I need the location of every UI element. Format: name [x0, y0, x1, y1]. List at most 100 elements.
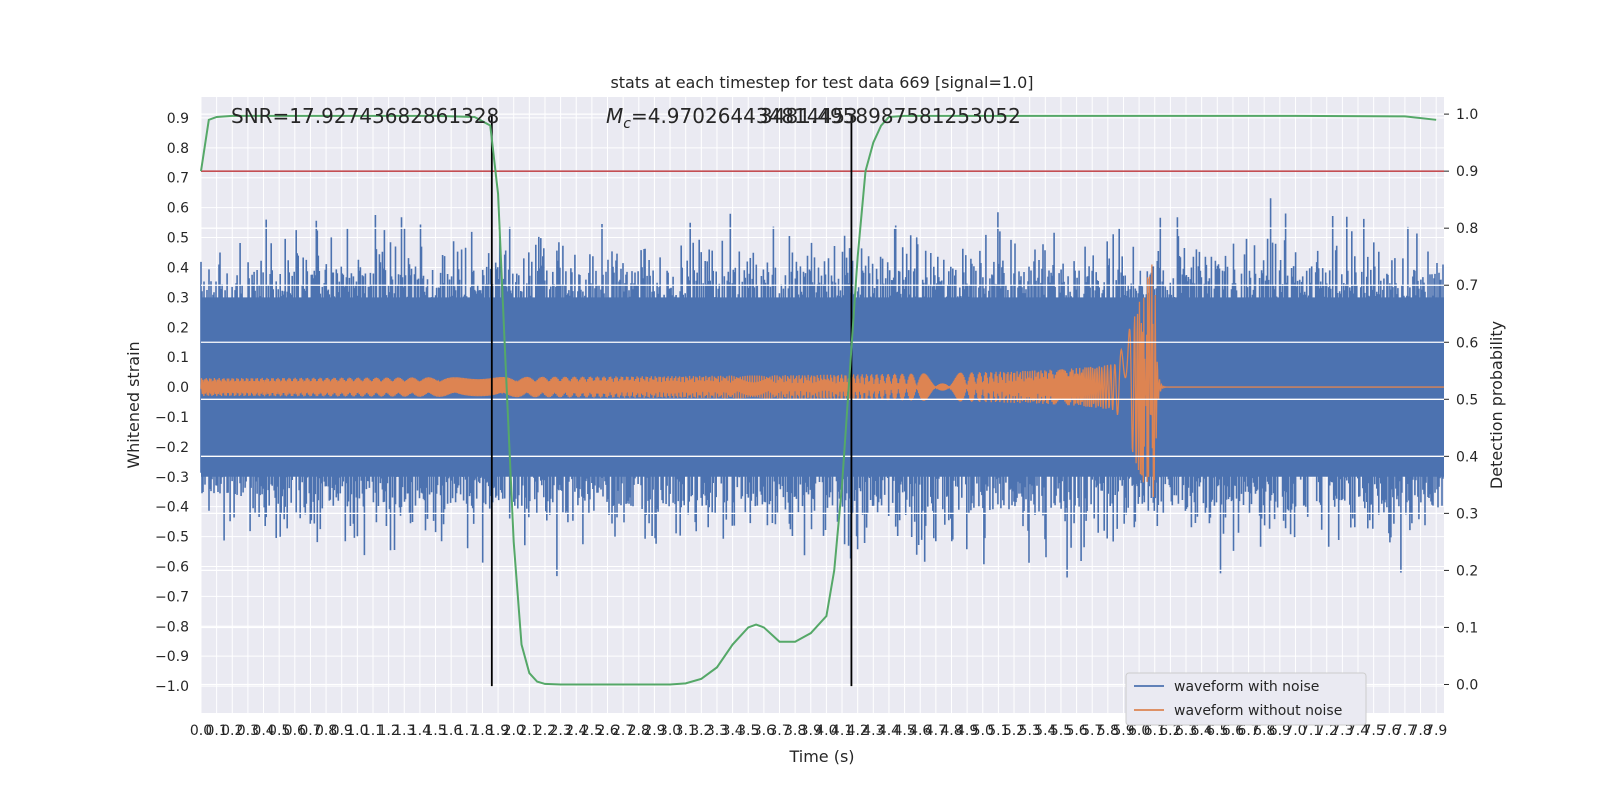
y-tick-label: 0.8	[167, 141, 189, 157]
y2-tick-label: 0.2	[1456, 563, 1478, 579]
x-tick-label: 6.8	[1253, 723, 1275, 739]
chirp-mass-annotation: Mc=4.970264434814453	[606, 104, 858, 132]
x-tick-label: 3.1	[675, 723, 697, 739]
x-tick-label: 0.3	[237, 723, 259, 739]
x-tick-label: 5.8	[1097, 723, 1119, 739]
probability-trace	[200, 114, 1437, 686]
y2-tick-label: 0.3	[1456, 506, 1478, 522]
y-tick-label: −0.7	[155, 589, 189, 605]
x-tick-label: 1.8	[471, 723, 493, 739]
chirp-mass-value: =4.970264434814453	[631, 104, 858, 128]
x-tick-label: 4.1	[831, 723, 853, 739]
y2-tick-label: 0.6	[1456, 335, 1478, 351]
x-tick-label: 4.5	[893, 723, 915, 739]
y2-tick-label: 0.7	[1456, 278, 1478, 294]
x-tick-label: 7.7	[1394, 723, 1416, 739]
y-tick-label: −1.0	[155, 679, 189, 695]
y-tick-label: 0.7	[167, 171, 189, 187]
y2-tick-labels: 0.0 0.1 0.2 0.3 0.4 0.5 0.6 0.7 0.8 0.9 1.0	[1456, 107, 1478, 693]
y2-tick-label: 0.0	[1456, 677, 1478, 693]
series-waveform-without-noise	[200, 264, 1444, 498]
snr-annotation: SNR=17.92743682861328	[231, 104, 499, 128]
chirp-mass-subscript: c	[623, 116, 631, 132]
x-tick-label: 7.2	[1316, 723, 1338, 739]
x-tick-label: 1.4	[409, 723, 431, 739]
legend-label-noise: waveform with noise	[1174, 679, 1319, 695]
x-tick-label: 1.0	[346, 723, 368, 739]
x-tick-label: 4.2	[847, 723, 869, 739]
legend: waveform with noise waveform without noi…	[1125, 672, 1367, 726]
x-tick-label: 1.9	[487, 723, 509, 739]
x-tick-label: 7.5	[1363, 723, 1385, 739]
y-tick-label: 0.1	[167, 350, 189, 366]
y-tick-label: −0.5	[155, 530, 189, 546]
y-tick-label: 0.5	[167, 231, 189, 247]
x-tick-label: 0.5	[268, 723, 290, 739]
x-tick-label: 0.9	[331, 723, 353, 739]
y2-tick-label: 0.4	[1456, 449, 1478, 465]
legend-label-clean: waveform without noise	[1174, 703, 1342, 719]
x-tick-label: 2.9	[643, 723, 665, 739]
x-tick-label: 3.0	[659, 723, 681, 739]
x-tick-label: 0.6	[284, 723, 306, 739]
x-tick-label: 6.1	[1144, 723, 1166, 739]
y2-tick-label: 0.8	[1456, 221, 1478, 237]
detection-vertical-lines	[490, 113, 853, 687]
y-tick-label: −0.4	[155, 500, 189, 516]
x-tick-label: 7.3	[1331, 723, 1353, 739]
x-tick-label: 2.5	[581, 723, 603, 739]
y-tick-label: 0.3	[167, 290, 189, 306]
x-tick-label: 1.6	[440, 723, 462, 739]
x-tick-label: 6.7	[1237, 723, 1259, 739]
x-tick-label: 3.8	[784, 723, 806, 739]
x-tick-label: 3.7	[768, 723, 790, 739]
x-tick-label: 5.6	[1065, 723, 1087, 739]
x-tick-labels: 0.00.10.20.30.40.50.60.70.80.91.01.11.21…	[190, 723, 1447, 739]
x-tick-label: 0.8	[315, 723, 337, 739]
x-tick-label: 1.5	[424, 723, 446, 739]
y-tick-label: 0.9	[167, 111, 189, 127]
y-tick-label: 0.6	[167, 201, 189, 217]
x-tick-label: 6.2	[1159, 723, 1181, 739]
x-tick-label: 2.0	[503, 723, 525, 739]
x-tick-label: 3.4	[721, 723, 743, 739]
x-tick-label: 1.3	[393, 723, 415, 739]
y-tick-label: −0.2	[155, 440, 189, 456]
y-tick-label: −0.6	[155, 559, 189, 575]
chirp-mass-symbol: M	[606, 104, 623, 128]
x-tick-label: 1.2	[377, 723, 399, 739]
x-tick-label: 4.9	[956, 723, 978, 739]
x-tick-label: 6.5	[1206, 723, 1228, 739]
y2-tick-label: 1.0	[1456, 107, 1478, 123]
x-tick-label: 5.9	[1112, 723, 1134, 739]
x-tick-label: 6.9	[1269, 723, 1291, 739]
y2-tick-label: 0.5	[1456, 392, 1478, 408]
x-tick-label: 1.1	[362, 723, 384, 739]
y-tick-label: −0.8	[155, 619, 189, 635]
x-tick-label: 6.3	[1175, 723, 1197, 739]
x-tick-label: 5.1	[987, 723, 1009, 739]
x-tick-label: 5.3	[1019, 723, 1041, 739]
x-tick-label: 2.3	[549, 723, 571, 739]
y-tick-label: −0.1	[155, 410, 189, 426]
x-tick-label: 7.4	[1347, 723, 1369, 739]
x-tick-label: 0.7	[299, 723, 321, 739]
x-tick-label: 2.7	[612, 723, 634, 739]
x-tick-label: 5.5	[1050, 723, 1072, 739]
x-tick-label: 6.0	[1128, 723, 1150, 739]
x-tick-label: 4.0	[815, 723, 837, 739]
x-tick-label: 7.0	[1284, 723, 1306, 739]
x-tick-label: 5.4	[1034, 723, 1056, 739]
x-tick-label: 4.6	[909, 723, 931, 739]
x-tick-label: 7.9	[1425, 723, 1447, 739]
x-tick-label: 0.2	[221, 723, 243, 739]
x-tick-label: 0.4	[252, 723, 274, 739]
x-tick-label: 4.8	[940, 723, 962, 739]
x-tick-label: 5.0	[972, 723, 994, 739]
y2-axis-label: Detection probability	[1487, 321, 1506, 489]
x-tick-label: 3.2	[690, 723, 712, 739]
x-tick-label: 2.2	[534, 723, 556, 739]
x-tick-label: 7.1	[1300, 723, 1322, 739]
x-tick-label: 2.4	[565, 723, 587, 739]
